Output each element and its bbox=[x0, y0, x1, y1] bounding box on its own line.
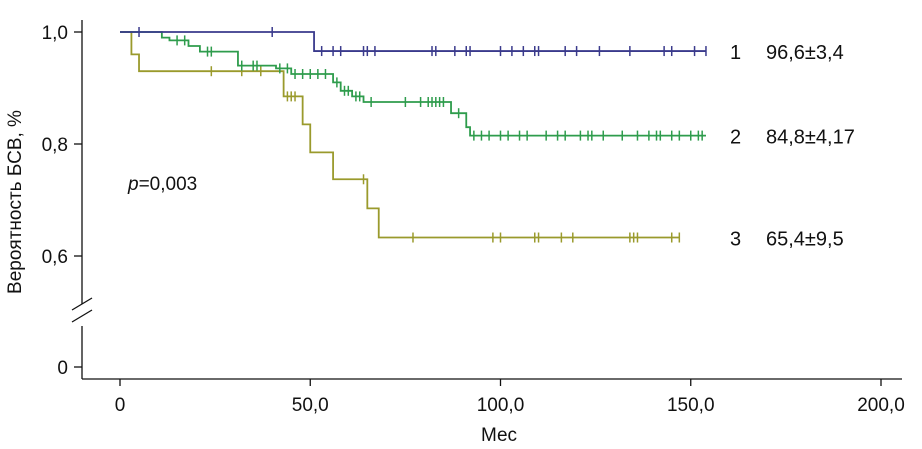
series-1 bbox=[120, 27, 707, 57]
series-2 bbox=[120, 31, 706, 141]
x-tick-label: 150,0 bbox=[667, 395, 715, 416]
series-1-curve bbox=[120, 31, 706, 52]
legend-series-value: 84,8±4,17 bbox=[766, 127, 855, 149]
x-axis-title: Мес bbox=[481, 425, 517, 446]
axis-break-marks bbox=[71, 297, 93, 323]
legend-series-value: 96,6±3,4 bbox=[766, 42, 844, 64]
y-tick-label: 1,0 bbox=[42, 23, 68, 44]
legend-series-number: 2 bbox=[730, 127, 741, 149]
series-group bbox=[120, 27, 707, 243]
y-axis-title: Вероятность БСВ, % bbox=[5, 110, 26, 294]
axis-break-mark-lower bbox=[71, 309, 93, 323]
series-3 bbox=[120, 31, 681, 243]
y-ticks: 1,0 0,8 0,6 0 bbox=[42, 23, 82, 379]
x-tick-label: 50,0 bbox=[292, 395, 329, 416]
y-tick-label: 0,6 bbox=[42, 247, 68, 268]
x-ticks: 0 50,0 100,0 150,0 200,0 bbox=[115, 379, 905, 416]
legend-series-number: 3 bbox=[730, 229, 741, 251]
x-tick-label: 200,0 bbox=[857, 395, 905, 416]
x-tick-label: 100,0 bbox=[477, 395, 525, 416]
y-tick-label: 0,8 bbox=[42, 135, 68, 156]
legend-series-number: 1 bbox=[730, 42, 741, 64]
legend-series-value: 65,4±9,5 bbox=[766, 229, 844, 251]
axis-break-mark-upper bbox=[71, 297, 93, 311]
series-3-curve bbox=[120, 31, 680, 239]
p-value-annotation: p=0,003 bbox=[127, 174, 197, 195]
axes bbox=[81, 20, 902, 380]
y-tick-label: 0 bbox=[57, 358, 68, 379]
legend-group: 1 96,6±3,4 2 84,8±4,17 3 65,4±9,5 bbox=[730, 42, 855, 250]
x-tick-label: 0 bbox=[115, 395, 126, 416]
